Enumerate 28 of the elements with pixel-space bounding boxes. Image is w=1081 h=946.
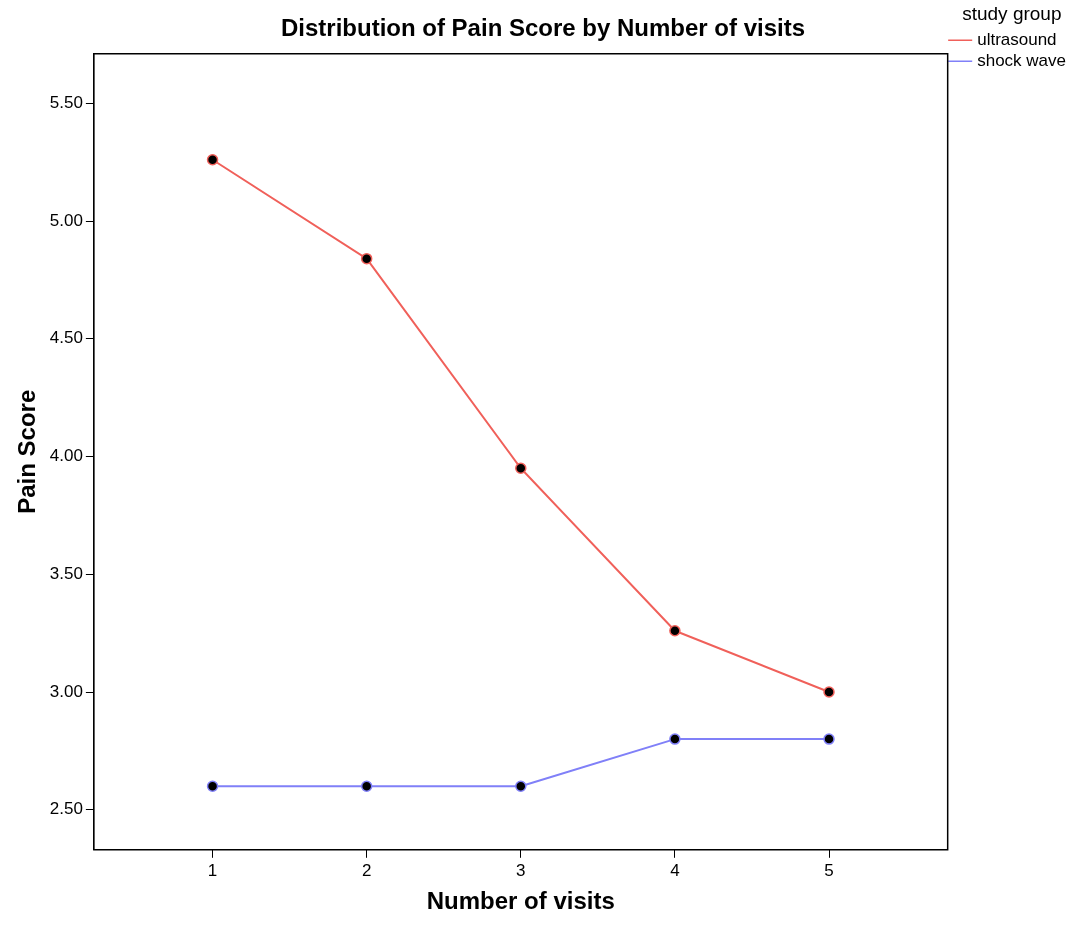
chart-title: Distribution of Pain Score by Number of visits: [280, 14, 806, 42]
y-tick-label: 2.50: [49, 799, 83, 819]
point: [360, 252, 373, 265]
y-tick-label: 5.50: [49, 92, 83, 112]
legend-label: shock wave: [977, 50, 1067, 70]
y-tick-label: 3.50: [49, 563, 83, 583]
point: [823, 733, 835, 745]
legend-label: ultrasound: [977, 29, 1057, 49]
x-tick-label: 5: [824, 860, 834, 880]
point: [669, 625, 681, 637]
point: [669, 733, 681, 745]
x-tick-label: 3: [516, 860, 526, 880]
y-tick-label: 4.00: [49, 446, 83, 466]
y-tick-label: 3.00: [49, 681, 83, 701]
point: [515, 780, 527, 792]
x-axis-title: Number of visits: [426, 887, 615, 915]
x-tick-label: 1: [207, 860, 218, 880]
point: [515, 462, 527, 475]
y-tick-label: 5.00: [49, 210, 83, 230]
point: [823, 686, 835, 698]
point: [360, 780, 373, 792]
y-axis-title: Pain Score: [13, 389, 41, 514]
point: [206, 780, 219, 792]
legend-title: study group: [962, 2, 1062, 24]
x-tick-label: 2: [361, 860, 372, 880]
point: [206, 154, 219, 166]
x-tick-label: 4: [670, 860, 680, 880]
y-tick-label: 4.50: [49, 328, 83, 348]
